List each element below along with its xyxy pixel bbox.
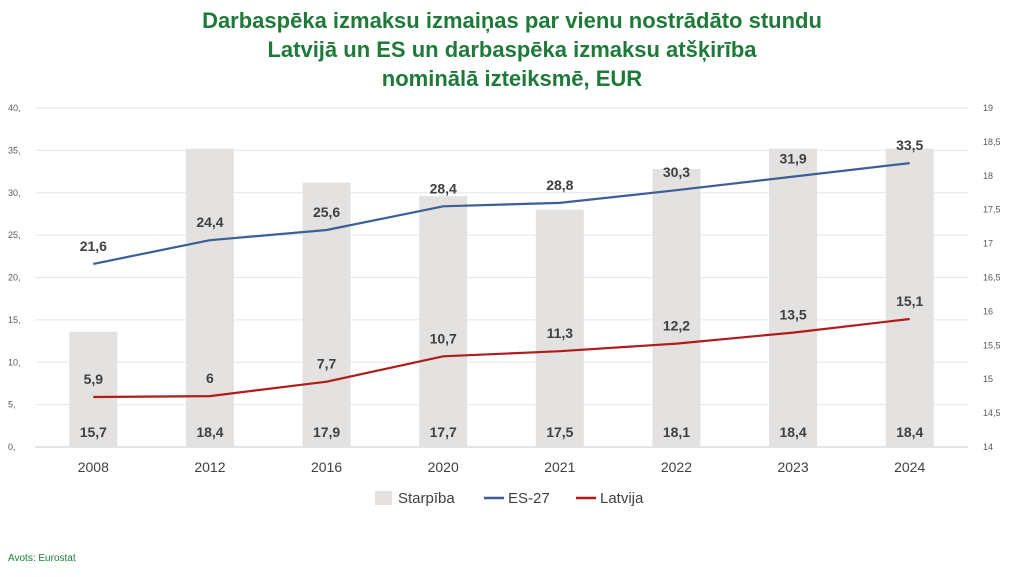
right-axis-tick-label: 15,5 (983, 340, 1001, 350)
x-tick-label: 2020 (428, 459, 459, 475)
bar-data-label: 18,1 (663, 424, 690, 440)
line-data-label: 11,3 (547, 325, 574, 341)
right-axis-tick-label: 14,5 (983, 408, 1001, 418)
line-data-label: 12,2 (663, 318, 690, 334)
bar-starpiba (535, 209, 584, 447)
legend-label-latvija: Latvija (600, 490, 644, 507)
left-axis-tick-label: 30, (8, 188, 21, 198)
line-data-label: 30,3 (663, 164, 690, 180)
left-axis-tick-label: 20, (8, 273, 21, 283)
left-axis-tick-label: 40, (8, 103, 21, 113)
left-axis-tick-label: 10, (8, 357, 21, 367)
chart-title-line-1: Darbaspēka izmaksu izmaiņas par vienu no… (202, 8, 822, 33)
chart-title-line-2: Latvijā un ES un darbaspēka izmaksu atšķ… (267, 37, 757, 62)
chart-title-line-3: nominālā izteiksmē, EUR (381, 66, 643, 91)
legend-label-starpiba: Starpība (398, 490, 455, 507)
bar-starpiba (652, 169, 701, 447)
line-data-label: 28,8 (546, 177, 573, 193)
bar-starpiba (302, 182, 351, 447)
right-axis-tick-label: 18 (983, 171, 993, 181)
right-axis-tick-label: 18,5 (983, 137, 1001, 147)
source-note: Avots: Eurostat (8, 553, 76, 564)
bar-starpiba (885, 148, 934, 447)
right-axis-tick-label: 16,5 (983, 273, 1001, 283)
left-axis-tick-label: 35, (8, 145, 21, 155)
x-tick-label: 2008 (78, 459, 109, 475)
line-data-label: 28,4 (430, 180, 457, 196)
line-data-label: 6 (206, 370, 214, 386)
line-data-label: 33,5 (896, 137, 923, 153)
right-axis-tick-label: 14 (983, 442, 993, 452)
right-axis-tick-label: 17,5 (983, 205, 1001, 215)
legend-swatch-starpiba (375, 491, 392, 505)
x-tick-label: 2024 (894, 459, 925, 475)
bar-starpiba (419, 196, 468, 447)
bar-starpiba (185, 148, 234, 447)
right-axis-tick-label: 17 (983, 239, 993, 249)
bar-data-label: 17,5 (546, 424, 573, 440)
left-axis-tick-label: 15, (8, 315, 21, 325)
line-data-label: 7,7 (317, 356, 337, 372)
right-axis-tick-label: 19 (983, 103, 993, 113)
right-axis-tick-label: 16 (983, 306, 993, 316)
bar-starpiba (69, 331, 118, 447)
line-data-label: 15,1 (896, 293, 923, 309)
chart-title: Darbaspēka izmaksu izmaiņas par vienu no… (0, 6, 1024, 93)
bar-data-label: 17,9 (313, 424, 340, 440)
line-data-label: 25,6 (313, 204, 340, 220)
x-tick-label: 2016 (311, 459, 342, 475)
bar-data-label: 18,4 (896, 424, 923, 440)
line-data-label: 21,6 (80, 238, 107, 254)
right-axis-tick-label: 15 (983, 374, 993, 384)
bar-data-label: 18,4 (196, 424, 223, 440)
series-line-es27 (93, 162, 910, 265)
left-axis-tick-label: 0, (8, 442, 16, 452)
x-tick-label: 2022 (661, 459, 692, 475)
line-data-label: 13,5 (779, 307, 806, 323)
left-axis-tick-label: 25, (8, 230, 21, 240)
x-tick-label: 2021 (544, 459, 575, 475)
bar-data-label: 17,7 (430, 424, 457, 440)
bar-starpiba (769, 148, 818, 447)
line-data-label: 24,4 (196, 214, 223, 230)
line-data-label: 10,7 (430, 330, 457, 346)
series-line-latvija (93, 317, 910, 399)
x-tick-label: 2023 (777, 459, 808, 475)
bar-data-label: 15,7 (80, 424, 107, 440)
line-data-label: 5,9 (84, 371, 104, 387)
bar-data-label: 18,4 (779, 424, 806, 440)
legend-label-es27: ES-27 (508, 490, 550, 507)
line-data-label: 31,9 (779, 151, 806, 167)
x-tick-label: 2012 (194, 459, 225, 475)
left-axis-tick-label: 5, (8, 400, 16, 410)
